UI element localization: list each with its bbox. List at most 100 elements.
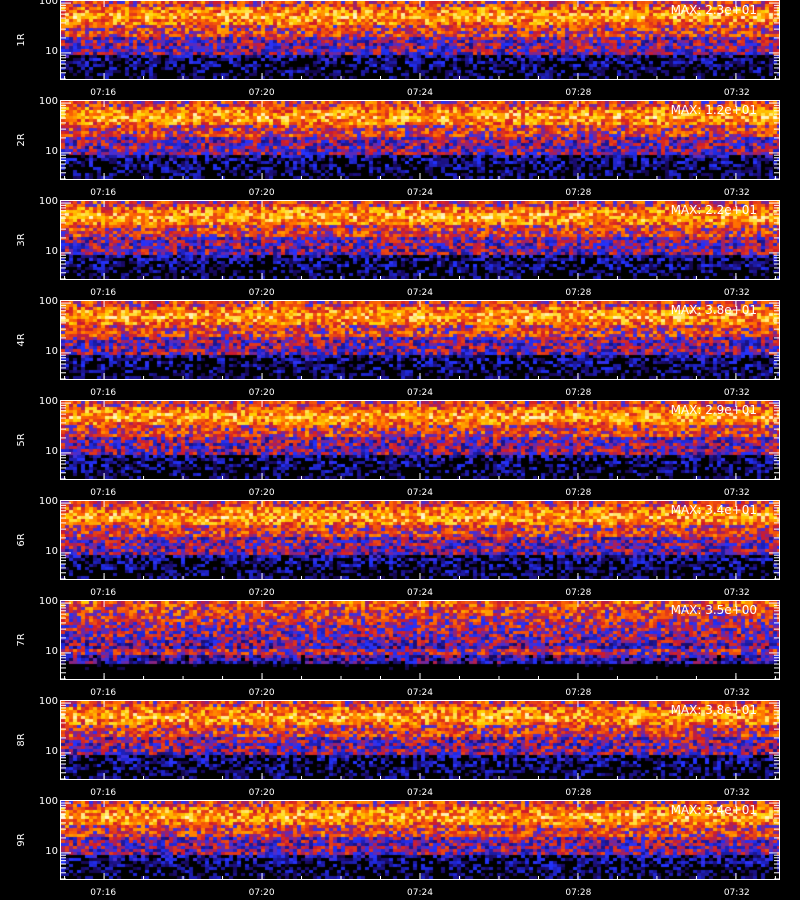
panel-label: 9R [16, 833, 27, 847]
spectrogram-panel: 3R 100 10 MAX: 2.2e+01 07:16 07:20 07:24 07:28 0… [0, 196, 800, 300]
max-value-label: MAX: 3.4e+01 [670, 503, 757, 517]
max-value-label: MAX: 3.8e+01 [670, 303, 757, 317]
y-tick-label: 100 [38, 96, 58, 108]
spectrogram-image [61, 601, 779, 679]
y-tick-label: 10 [45, 45, 58, 57]
axis-ticks [61, 401, 779, 479]
spectrogram-panel: 6R 100 10 MAX: 3.4e+01 07:16 07:20 07:24 07:28 0… [0, 496, 800, 600]
x-tick-label: 07:32 [723, 188, 750, 198]
max-value-label: MAX: 2.9e+01 [670, 403, 757, 417]
spectrogram-panel: 2R 100 10 MAX: 1.2e+01 07:16 07:20 07:24 07:28 0… [0, 96, 800, 200]
spectrogram-image [61, 501, 779, 579]
spectrogram-image [61, 1, 779, 79]
y-tick-label: 10 [45, 645, 58, 657]
x-tick-label: 07:20 [248, 88, 275, 98]
x-tick-label: 07:16 [90, 388, 117, 398]
panel-label: 3R [16, 233, 27, 247]
x-tick-label: 07:24 [407, 188, 433, 198]
y-tick-label: 100 [38, 796, 58, 808]
y-tick-label: 100 [38, 196, 58, 208]
x-tick-label: 07:20 [248, 188, 275, 198]
x-tick-label: 07:20 [248, 288, 275, 298]
x-tick-label: 07:24 [407, 788, 433, 798]
x-tick-label: 07:32 [723, 588, 750, 598]
panel-label: 7R [16, 633, 27, 647]
x-tick-label: 07:28 [565, 588, 592, 598]
y-tick-label: 10 [45, 745, 58, 757]
plot-area: MAX: 3.4e+01 [60, 800, 780, 880]
y-tick-label: 10 [45, 845, 58, 857]
x-tick-label: 07:16 [90, 788, 117, 798]
x-tick-label: 07:16 [90, 888, 117, 898]
x-tick-label: 07:32 [723, 88, 750, 98]
spectrogram-panel: 5R 100 10 MAX: 2.9e+01 07:16 07:20 07:24 07:28 0… [0, 396, 800, 500]
x-tick-label: 07:28 [565, 888, 592, 898]
x-tick-label: 07:24 [407, 288, 433, 298]
x-tick-label: 07:28 [565, 688, 592, 698]
y-tick-label: 10 [45, 545, 58, 557]
x-tick-label: 07:20 [248, 688, 275, 698]
max-value-label: MAX: 3.4e+01 [670, 803, 757, 817]
axis-ticks [61, 101, 779, 179]
x-tick-label: 07:16 [90, 588, 117, 598]
x-tick-label: 07:16 [90, 288, 117, 298]
x-tick-label: 07:24 [407, 88, 433, 98]
panel-label: 8R [16, 733, 27, 747]
x-tick-label: 07:32 [723, 688, 750, 698]
y-tick-label: 10 [45, 445, 58, 457]
plot-area: MAX: 3.4e+01 [60, 500, 780, 580]
x-tick-label: 07:28 [565, 488, 592, 498]
spectrogram-panel: 4R 100 10 MAX: 3.8e+01 07:16 07:20 07:24 07:28 0… [0, 296, 800, 400]
y-tick-label: 100 [38, 696, 58, 708]
plot-area: MAX: 3.5e+00 [60, 600, 780, 680]
axis-ticks [61, 801, 779, 879]
x-tick-label: 07:24 [407, 688, 433, 698]
spectrogram-panel: 7R 100 10 MAX: 3.5e+00 07:16 07:20 07:24 07:28 0… [0, 596, 800, 700]
axis-ticks [61, 601, 779, 679]
plot-area: MAX: 3.8e+01 [60, 700, 780, 780]
x-tick-label: 07:24 [407, 888, 433, 898]
y-tick-label: 100 [38, 496, 58, 508]
axis-ticks [61, 1, 779, 79]
max-value-label: MAX: 1.2e+01 [670, 103, 757, 117]
x-tick-label: 07:28 [565, 88, 592, 98]
x-tick-label: 07:16 [90, 188, 117, 198]
x-tick-label: 07:20 [248, 388, 275, 398]
x-tick-label: 07:20 [248, 588, 275, 598]
y-tick-label: 10 [45, 145, 58, 157]
x-tick-label: 07:28 [565, 188, 592, 198]
spectrogram-image [61, 301, 779, 379]
x-tick-label: 07:28 [565, 388, 592, 398]
panel-label: 2R [16, 133, 27, 147]
x-tick-label: 07:24 [407, 488, 433, 498]
max-value-label: MAX: 3.5e+00 [670, 603, 757, 617]
y-tick-label: 100 [38, 396, 58, 408]
y-tick-label: 100 [38, 596, 58, 608]
spectrogram-image [61, 201, 779, 279]
plot-area: MAX: 1.2e+01 [60, 100, 780, 180]
max-value-label: MAX: 2.3e+01 [670, 3, 757, 17]
x-tick-label: 07:32 [723, 788, 750, 798]
axis-ticks [61, 501, 779, 579]
panel-label: 6R [16, 533, 27, 547]
y-tick-label: 100 [38, 0, 58, 8]
y-tick-label: 100 [38, 296, 58, 308]
spectrogram-image [61, 701, 779, 779]
panel-label: 5R [16, 433, 27, 447]
spectrogram-image [61, 801, 779, 879]
x-tick-label: 07:32 [723, 888, 750, 898]
axis-ticks [61, 701, 779, 779]
spectrogram-panel: 9R 100 10 MAX: 3.4e+01 07:16 07:20 07:24 07:28 0… [0, 796, 800, 900]
panel-label: 1R [16, 33, 27, 47]
x-tick-label: 07:24 [407, 588, 433, 598]
y-tick-label: 10 [45, 345, 58, 357]
x-tick-label: 07:16 [90, 88, 117, 98]
axis-ticks [61, 201, 779, 279]
spectrogram-image [61, 101, 779, 179]
x-tick-label: 07:16 [90, 688, 117, 698]
max-value-label: MAX: 3.8e+01 [670, 703, 757, 717]
x-tick-label: 07:20 [248, 488, 275, 498]
spectrogram-image [61, 401, 779, 479]
axis-ticks [61, 301, 779, 379]
